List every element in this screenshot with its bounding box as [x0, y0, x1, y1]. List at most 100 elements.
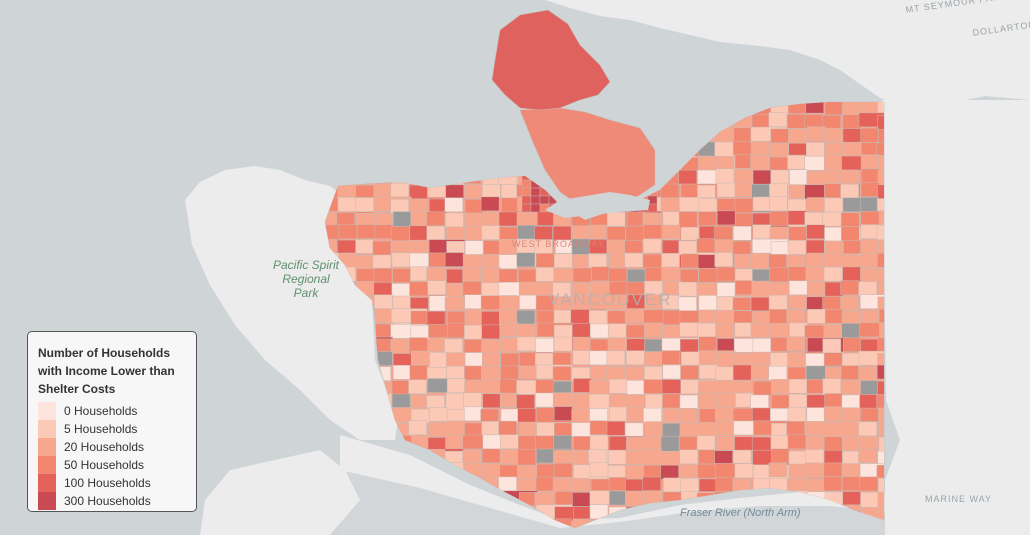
census-tract[interactable] [877, 252, 895, 268]
census-tract[interactable] [426, 310, 446, 326]
census-tract[interactable] [552, 352, 572, 367]
census-tract[interactable] [734, 198, 754, 213]
census-tract[interactable] [679, 449, 698, 465]
census-tract[interactable] [445, 184, 464, 200]
census-tract[interactable] [714, 406, 734, 422]
census-tract[interactable] [735, 182, 754, 197]
census-tract[interactable] [607, 310, 627, 325]
census-tract[interactable] [788, 450, 808, 466]
census-tract[interactable] [876, 142, 895, 158]
census-tract[interactable] [482, 184, 501, 199]
census-tract[interactable] [878, 308, 915, 324]
census-tract[interactable] [842, 436, 861, 452]
census-tract[interactable] [840, 365, 860, 380]
census-tract[interactable] [769, 322, 788, 338]
census-tract[interactable] [481, 311, 500, 326]
census-tract[interactable] [805, 449, 825, 464]
census-tract[interactable] [462, 268, 481, 283]
census-tract[interactable] [752, 338, 772, 353]
census-tract[interactable] [714, 226, 733, 241]
census-tract[interactable] [786, 309, 805, 324]
census-tract[interactable] [606, 421, 626, 436]
census-tract[interactable] [481, 339, 500, 354]
census-tract[interactable] [463, 339, 483, 354]
census-tract[interactable] [842, 450, 861, 466]
census-tract[interactable] [644, 322, 663, 338]
census-tract[interactable] [446, 268, 465, 284]
census-tract[interactable] [609, 406, 628, 422]
census-tract[interactable] [715, 476, 734, 492]
census-tract[interactable] [824, 393, 843, 408]
census-tract[interactable] [769, 211, 789, 226]
census-tract[interactable] [606, 211, 626, 227]
census-tract[interactable] [482, 351, 501, 367]
census-tract[interactable] [446, 226, 465, 241]
census-tract[interactable] [447, 322, 466, 338]
census-tract[interactable] [858, 366, 877, 382]
census-tract[interactable] [498, 254, 518, 269]
census-tract[interactable] [681, 351, 700, 367]
census-tract[interactable] [716, 436, 735, 451]
census-tract[interactable] [624, 252, 644, 268]
census-tract[interactable] [679, 394, 699, 410]
census-tract[interactable] [483, 240, 502, 255]
census-tract[interactable] [446, 378, 466, 394]
census-tract[interactable] [643, 407, 662, 423]
census-tract[interactable] [481, 379, 500, 394]
census-tract[interactable] [842, 197, 862, 213]
census-tract[interactable] [822, 338, 842, 354]
census-tract[interactable] [535, 476, 555, 492]
census-tract[interactable] [644, 366, 663, 381]
census-tract[interactable] [679, 268, 699, 284]
census-tract[interactable] [715, 323, 735, 339]
census-tract[interactable] [647, 203, 658, 213]
census-tract[interactable] [878, 210, 897, 225]
census-tract[interactable] [662, 310, 682, 326]
census-tract[interactable] [530, 187, 541, 197]
census-tract[interactable] [843, 240, 862, 255]
census-tract[interactable] [768, 112, 788, 127]
census-tract[interactable] [336, 212, 355, 227]
census-tract[interactable] [606, 350, 626, 366]
census-tract[interactable] [518, 269, 537, 284]
census-tract[interactable] [500, 408, 520, 424]
census-tract[interactable] [444, 197, 464, 213]
census-tract[interactable] [499, 322, 519, 337]
census-tract[interactable] [860, 239, 879, 254]
census-tract[interactable] [390, 199, 409, 214]
census-tract[interactable] [536, 463, 556, 479]
census-tract[interactable] [877, 170, 914, 185]
census-tract[interactable] [715, 420, 735, 436]
census-tract[interactable] [788, 266, 807, 282]
census-tract[interactable] [521, 195, 532, 205]
census-tract[interactable] [355, 197, 374, 212]
census-tract[interactable] [877, 101, 896, 116]
census-tract[interactable] [518, 365, 538, 381]
census-tract[interactable] [554, 422, 573, 438]
census-tract[interactable] [787, 407, 807, 422]
census-tract[interactable] [714, 252, 733, 267]
census-tract[interactable] [426, 211, 445, 226]
census-tract[interactable] [608, 268, 628, 283]
census-tract[interactable] [500, 434, 519, 449]
census-tract[interactable] [751, 364, 771, 380]
census-tract[interactable] [681, 253, 700, 269]
census-tract[interactable] [806, 407, 826, 422]
census-tract[interactable] [535, 392, 554, 408]
census-tract[interactable] [858, 281, 878, 296]
census-tract[interactable] [500, 352, 519, 368]
census-tract[interactable] [876, 225, 895, 241]
census-tract[interactable] [807, 197, 826, 212]
census-tract[interactable] [858, 421, 877, 437]
census-tract[interactable] [553, 406, 573, 421]
census-tract[interactable] [643, 224, 663, 239]
census-tract[interactable] [877, 353, 914, 368]
census-tract[interactable] [751, 114, 771, 129]
census-tract[interactable] [715, 156, 735, 171]
census-tract[interactable] [464, 199, 484, 214]
census-tract[interactable] [860, 154, 880, 169]
census-tract[interactable] [481, 448, 501, 464]
census-tract[interactable] [842, 407, 861, 422]
census-tract[interactable] [662, 407, 681, 423]
